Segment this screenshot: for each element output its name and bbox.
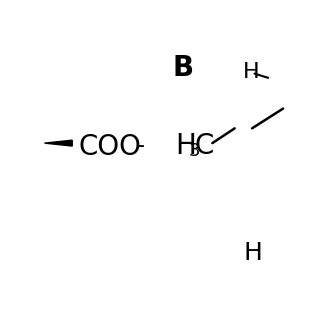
Text: B: B [172,54,193,82]
Text: C: C [195,132,214,160]
Text: H: H [175,132,196,160]
Polygon shape [44,140,72,146]
Text: -: - [135,133,145,157]
Text: H: H [243,62,260,82]
Text: 3: 3 [188,142,200,160]
Text: H: H [243,241,262,265]
Text: COO: COO [78,133,141,161]
